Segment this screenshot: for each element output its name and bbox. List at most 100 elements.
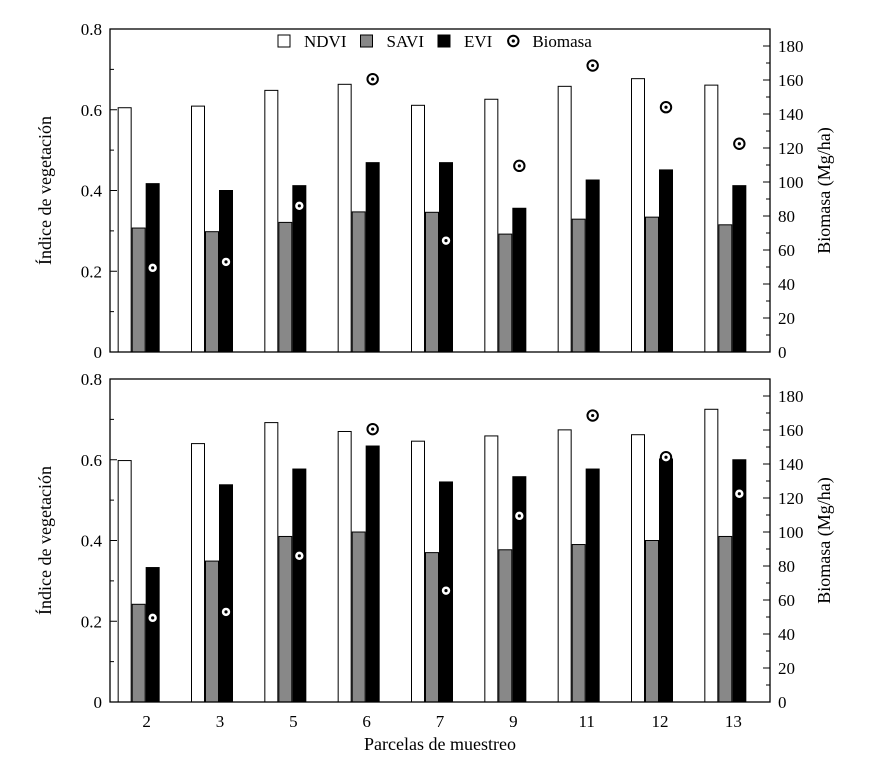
biomasa-point-dot [371, 427, 375, 431]
bar-ndvi [191, 105, 205, 353]
bar-ndvi [411, 104, 425, 353]
biomasa-point [439, 234, 453, 247]
biomasa-point-dot [517, 164, 521, 168]
y2-tick-label: 120 [778, 489, 804, 508]
x-tick-label: 5 [289, 712, 298, 731]
biomasa-point [366, 72, 379, 86]
y-tick-label: 0 [94, 343, 103, 362]
bar-evi [659, 169, 673, 353]
y-tick-label: 0.4 [81, 532, 103, 551]
biomasa-point-dot [224, 610, 228, 614]
y-axis-label: Índice de vegetación [34, 466, 55, 615]
y2-axis-label: Biomasa (Mg/ha) [814, 127, 835, 253]
biomasa-point-dot [444, 589, 448, 593]
bar-savi [498, 549, 513, 703]
bar-savi [571, 218, 586, 353]
biomasa-point [659, 451, 673, 464]
bar-savi [205, 231, 219, 353]
y2-tick-label: 40 [778, 625, 795, 644]
biomasa-point-dot [224, 260, 228, 264]
y-tick-label: 0.8 [81, 370, 102, 389]
bar-savi [718, 224, 733, 353]
y2-tick-label: 100 [778, 523, 804, 542]
biomasa-point [146, 261, 159, 275]
legend-swatch [360, 34, 373, 48]
biomasa-point-dot [737, 492, 741, 496]
y-tick-label: 0.8 [81, 20, 102, 39]
bar-ndvi [337, 430, 352, 703]
x-tick-label: 9 [509, 712, 518, 731]
bar-evi [292, 468, 307, 703]
y2-tick-label: 120 [778, 139, 804, 158]
legend-marker-dot [511, 39, 515, 43]
legend-label: SAVI [387, 32, 425, 51]
bar-savi [278, 221, 293, 353]
y-tick-label: 0.2 [81, 612, 102, 631]
legend-item-biomasa: Biomasa [507, 32, 592, 51]
bar-ndvi [704, 408, 719, 703]
x-tick-label: 2 [142, 712, 151, 731]
bar-savi [131, 603, 146, 703]
x-tick-label: 7 [436, 712, 445, 731]
x-tick-label: 12 [652, 712, 669, 731]
x-tick-label: 3 [216, 712, 225, 731]
y2-tick-label: 20 [778, 309, 795, 328]
y-tick-label: 0.6 [81, 101, 102, 120]
y-axis-label: Índice de vegetación [34, 116, 55, 265]
x-tick-label: 11 [578, 712, 594, 731]
biomasa-point [733, 137, 746, 150]
legend-label: NDVI [304, 32, 347, 51]
biomasa-point-dot [297, 204, 301, 208]
y2-tick-label: 100 [778, 173, 804, 192]
biomasa-point-dot [591, 63, 595, 68]
biomasa-point-dot [591, 413, 595, 418]
bar-savi [278, 535, 293, 703]
bar-ndvi [117, 460, 132, 703]
bar-ndvi [484, 98, 499, 353]
bar-savi [351, 531, 366, 703]
y2-tick-label: 180 [778, 37, 804, 56]
bar-ndvi [557, 85, 572, 353]
legend: NDVI SAVI EVI Biomasa [277, 32, 592, 51]
y-tick-label: 0.2 [81, 262, 102, 281]
legend-label: EVI [464, 32, 493, 51]
bar-ndvi [557, 429, 572, 703]
biomasa-point [513, 159, 526, 173]
biomasa-point [219, 255, 233, 269]
bar-evi [585, 468, 600, 703]
biomasa-point [439, 584, 453, 597]
bar-evi [659, 458, 673, 703]
y2-tick-label: 140 [778, 455, 804, 474]
y2-tick-label: 160 [778, 71, 804, 90]
bar-evi [732, 185, 747, 353]
bar-evi [365, 162, 380, 353]
x-tick-label: 6 [362, 712, 371, 731]
y2-tick-label: 140 [778, 105, 804, 124]
plot-frame [109, 378, 771, 703]
bar-savi [571, 544, 586, 703]
biomasa-point [586, 409, 599, 422]
bar-savi [498, 233, 513, 353]
bar-evi [145, 567, 160, 703]
bar-ndvi [264, 89, 279, 353]
y2-tick-label: 40 [778, 275, 795, 294]
y2-tick-label: 160 [778, 421, 804, 440]
y-tick-label: 0.6 [81, 451, 102, 470]
bar-ndvi [337, 83, 352, 353]
biomasa-point-dot [151, 616, 155, 620]
y2-tick-label: 60 [778, 591, 795, 610]
bar-evi [512, 207, 527, 353]
legend-label: Biomasa [532, 32, 592, 51]
bar-savi [718, 535, 733, 703]
y2-tick-label: 20 [778, 659, 795, 678]
biomasa-point-dot [371, 77, 375, 81]
bar-ndvi [191, 443, 205, 703]
legend-item-ndvi: NDVI [277, 32, 347, 51]
bar-ndvi [117, 107, 132, 353]
bar-savi [645, 540, 659, 703]
y2-tick-label: 80 [778, 207, 795, 226]
bar-evi [585, 179, 600, 353]
bar-savi [645, 216, 659, 353]
legend-item-evi: EVI [437, 32, 493, 51]
biomasa-point [293, 199, 306, 213]
